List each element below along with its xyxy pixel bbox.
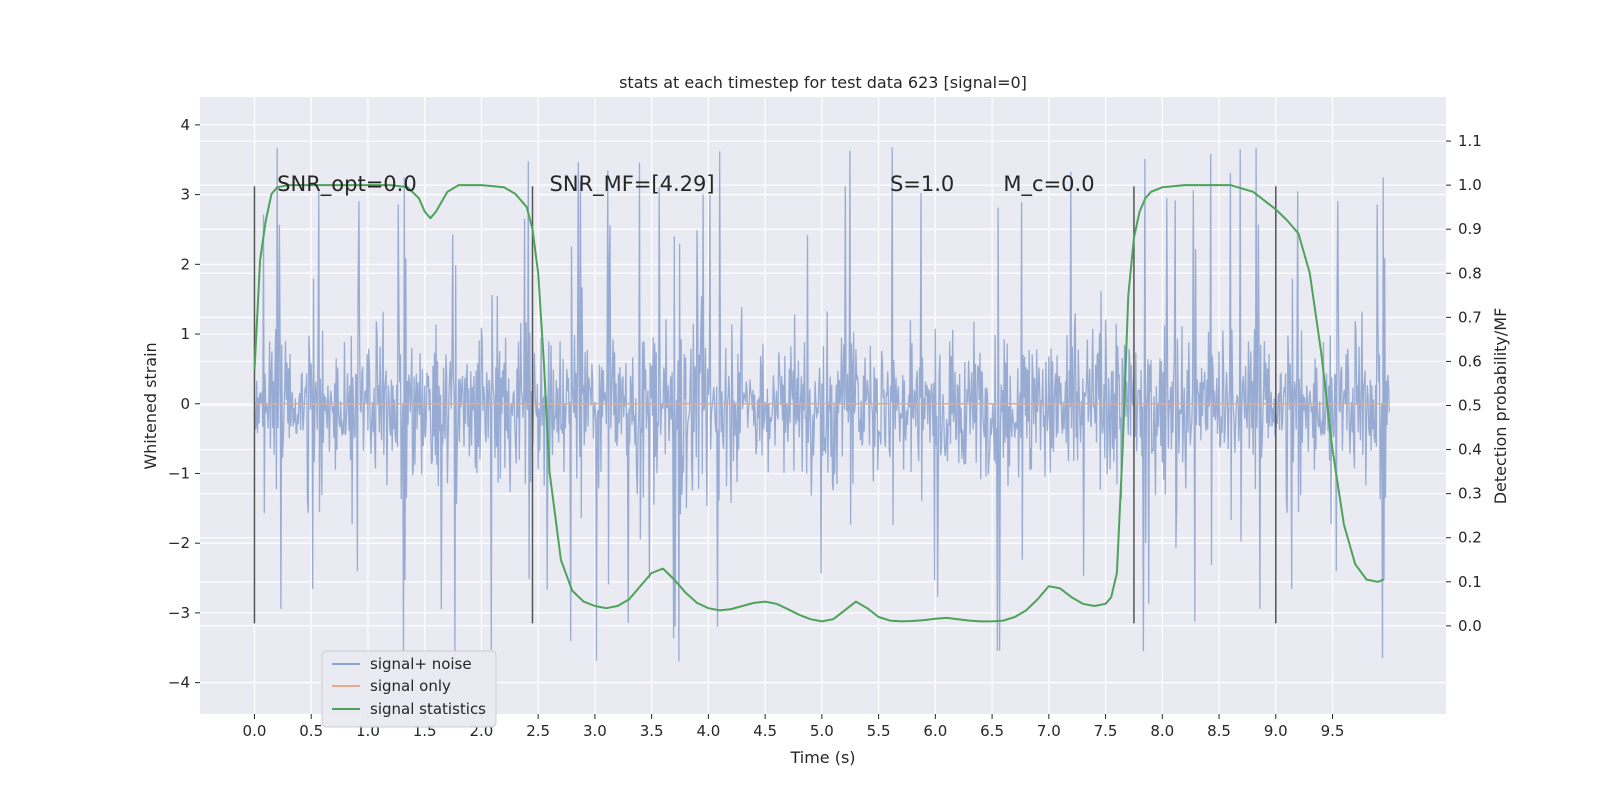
y-tick-label-6: 2 [180, 255, 190, 273]
legend-entry-signal-plus-noise: signal+ noise [370, 655, 472, 673]
legend: signal+ noise signal only signal statist… [321, 650, 497, 728]
right-tick-label-3: 0.3 [1458, 485, 1482, 503]
x-tick-label-6: 3.0 [583, 722, 607, 740]
right-tick-label-10: 1.0 [1458, 176, 1482, 194]
right-tick-label-0: 0.0 [1458, 617, 1482, 635]
y-tick-label-7: 3 [180, 186, 190, 204]
y-axis-ticks: −4 −3 −2 −1 0 1 2 3 4 [168, 116, 200, 692]
x-tick-label-15: 7.5 [1094, 722, 1118, 740]
x-tick-label-10: 5.0 [810, 722, 834, 740]
right-tick-label-2: 0.2 [1458, 529, 1482, 547]
y-tick-label-8: 4 [180, 116, 190, 134]
x-tick-label-11: 5.5 [867, 722, 891, 740]
right-tick-label-9: 0.9 [1458, 220, 1482, 238]
x-axis-ticks: 0.0 0.5 1.0 1.5 2.0 2.5 3.0 3.5 4.0 4.5 5.0 5.5 6.0 6… [243, 714, 1345, 740]
right-axis-ticks: 0.0 0.1 0.2 0.3 0.4 0.5 0.6 0.7 0.8 0.9 1.0 1.1 [1446, 132, 1482, 635]
x-tick-label-16: 8.0 [1150, 722, 1174, 740]
x-tick-label-18: 9.0 [1264, 722, 1288, 740]
signal-plus-noise-line [253, 147, 1390, 662]
x-tick-label-14: 7.0 [1037, 722, 1061, 740]
right-tick-label-4: 0.4 [1458, 441, 1482, 459]
x-tick-label-1: 0.5 [299, 722, 323, 740]
y-tick-label-0: −4 [168, 674, 190, 692]
x-tick-label-19: 9.5 [1321, 722, 1345, 740]
legend-entry-signal-only: signal only [370, 677, 451, 695]
right-tick-label-6: 0.6 [1458, 352, 1482, 370]
vertical-markers [253, 186, 1277, 624]
signal-statistics-line [253, 184, 1384, 623]
y-tick-label-1: −3 [168, 604, 190, 622]
x-axis-label: Time (s) [789, 748, 855, 767]
x-tick-label-5: 2.5 [526, 722, 550, 740]
x-tick-label-7: 3.5 [640, 722, 664, 740]
y-tick-label-3: −1 [168, 464, 190, 482]
annotation-1: SNR_MF=[4.29] [550, 172, 715, 197]
annotation-3: M_c=0.0 [1003, 172, 1094, 197]
y-tick-label-2: −2 [168, 534, 190, 552]
right-tick-label-5: 0.5 [1458, 397, 1482, 415]
y-axis-label: Whitened strain [141, 342, 160, 469]
y-tick-label-5: 1 [180, 325, 190, 343]
x-tick-label-9: 4.5 [753, 722, 777, 740]
right-axis-label: Detection probability/MF [1491, 308, 1510, 505]
x-tick-label-8: 4.0 [696, 722, 720, 740]
chart-title: stats at each timestep for test data 623… [619, 73, 1027, 92]
annotation-0: SNR_opt=0.0 [277, 172, 417, 197]
right-tick-label-7: 0.7 [1458, 308, 1482, 326]
x-tick-label-13: 6.5 [980, 722, 1004, 740]
legend-entry-signal-statistics: signal statistics [370, 700, 486, 718]
signal-statistics-series [253, 184, 1384, 623]
right-tick-label-1: 0.1 [1458, 573, 1482, 591]
x-tick-label-12: 6.0 [923, 722, 947, 740]
legend-box [321, 650, 497, 728]
annotations: SNR_opt=0.0 SNR_MF=[4.29] S=1.0 M_c=0.0 [277, 172, 1094, 197]
right-tick-label-11: 1.1 [1458, 132, 1482, 150]
annotation-2: S=1.0 [890, 172, 954, 196]
x-tick-label-0: 0.0 [243, 722, 267, 740]
y-tick-label-4: 0 [180, 395, 190, 413]
signal-plus-noise-series [253, 147, 1390, 662]
right-tick-label-8: 0.8 [1458, 264, 1482, 282]
x-tick-label-17: 8.5 [1207, 722, 1231, 740]
